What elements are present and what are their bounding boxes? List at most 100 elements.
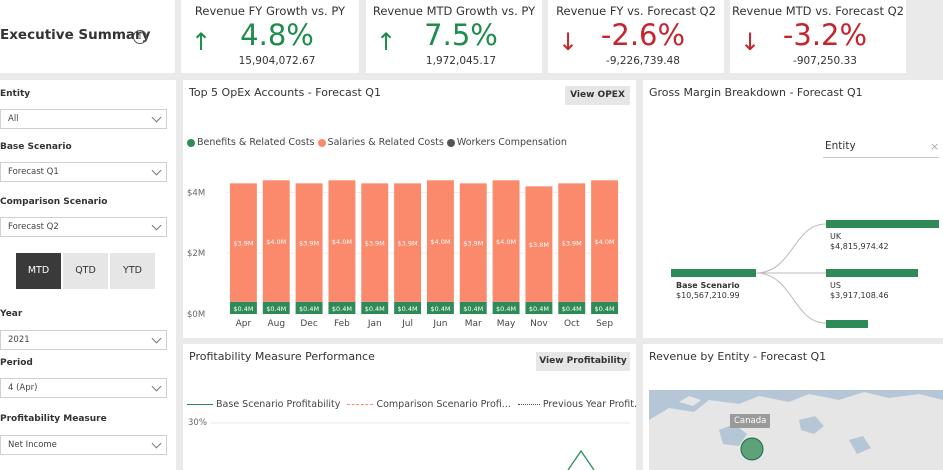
close-icon[interactable]: ×: [930, 140, 940, 153]
period-select[interactable]: 4 (Apr): [0, 378, 167, 398]
bar-dec-series-1: [295, 183, 323, 302]
data-label: $0.4M: [332, 305, 352, 313]
y-tick-label: $4M: [187, 188, 205, 198]
decomp-bar-other[interactable]: [826, 320, 868, 328]
kpi-title: Revenue MTD vs. Forecast Q2: [732, 4, 904, 18]
entity-map[interactable]: [649, 390, 943, 470]
data-label: $4.0M: [266, 238, 286, 246]
ytd-button[interactable]: YTD: [110, 253, 155, 289]
chevron-down-icon: [151, 165, 162, 176]
bar-nov-series-0: [525, 301, 553, 314]
info-icon[interactable]: i: [133, 30, 147, 44]
revenue-entity-title: Revenue by Entity - Forecast Q1: [649, 350, 827, 363]
bar-nov-series-1: [525, 186, 553, 302]
kpi-revenue-fy-growth: Revenue FY Growth vs. PY ↑ 4.8% 15,904,0…: [181, 0, 359, 73]
data-label: $0.4M: [430, 305, 450, 313]
x-tick-label: Aug: [267, 319, 285, 329]
bar-jul-series-1: [394, 183, 422, 302]
bar-apr-series-0: [229, 301, 257, 314]
bar-feb-series-1: [328, 180, 356, 302]
data-label: $0.4M: [398, 305, 418, 313]
kpi-value: 7.5%: [424, 18, 498, 52]
x-tick-label: Jun: [432, 319, 447, 329]
data-label: $4.0M: [595, 238, 615, 246]
year-select[interactable]: 2021: [0, 330, 167, 350]
data-label: $0.4M: [365, 305, 385, 313]
x-tick-label: May: [497, 319, 516, 329]
decomp-connectors: [755, 223, 827, 324]
view-opex-button[interactable]: View OPEX: [565, 86, 630, 105]
period-label: Period: [0, 358, 33, 368]
profitability-title: Profitability Measure Performance: [189, 350, 375, 363]
kpi-value: -2.6%: [600, 18, 686, 52]
bar-mar-series-0: [459, 301, 487, 314]
legend-item-workers: Workers Compensation: [446, 137, 567, 148]
data-label: $3.9M: [463, 240, 483, 248]
decomp-root-bar[interactable]: [671, 269, 756, 277]
bar-may-series-0: [492, 301, 520, 314]
decomp-label-uk: UK: [830, 232, 842, 241]
decomp-root-label: Base Scenario: [676, 281, 740, 290]
revenue-entity-panel: Revenue by Entity - Forecast Q1 Canada: [643, 344, 943, 470]
bar-oct-series-0: [558, 301, 586, 314]
bar-may-series-1: [492, 180, 520, 302]
map-tooltip: Canada: [730, 414, 771, 428]
year-label: Year: [0, 309, 23, 319]
mtd-button[interactable]: MTD: [16, 253, 61, 289]
y-tick-30: 30%: [188, 418, 207, 428]
bar-apr-series-1: [229, 183, 257, 302]
decomp-filter-label: Entity: [825, 140, 856, 152]
data-label: $3.9M: [299, 240, 319, 248]
data-label: $0.4M: [496, 305, 516, 313]
decomp-bar-us[interactable]: [826, 269, 918, 277]
comparison-scenario-value: Forecast Q2: [8, 222, 59, 232]
qtd-button[interactable]: QTD: [63, 253, 108, 289]
opex-legend: Benefits & Related Costs Salaries & Rela…: [187, 137, 567, 148]
kpi-revenue-mtd-growth: Revenue MTD Growth vs. PY ↑ 7.5% 1,972,0…: [366, 0, 542, 73]
data-label: $0.4M: [562, 305, 582, 313]
dotted-line-icon: [517, 404, 540, 405]
kpi-value: 4.8%: [240, 18, 314, 52]
opex-panel: Top 5 OpEx Accounts - Forecast Q1 View O…: [183, 80, 636, 338]
view-profitability-button[interactable]: View Profitability: [536, 352, 630, 371]
decomp-bar-uk[interactable]: [826, 220, 939, 228]
data-label: $4.0M: [496, 238, 516, 246]
comparison-scenario-label: Comparison Scenario: [0, 197, 108, 207]
year-value: 2021: [8, 335, 30, 345]
arrow-down-icon: ↓: [740, 28, 761, 56]
entity-label: Entity: [0, 89, 31, 99]
filter-underline: [823, 157, 939, 158]
entity-select[interactable]: All: [0, 109, 167, 129]
x-tick-label: Dec: [300, 319, 317, 329]
legend-dot-icon: [317, 138, 326, 147]
kpi-value: -3.2%: [782, 18, 868, 52]
bar-mar-series-1: [459, 183, 487, 302]
bar-aug-series-1: [262, 180, 290, 302]
chevron-down-icon: [151, 333, 162, 344]
entity-select-value: All: [8, 114, 19, 124]
x-tick-label: Feb: [334, 319, 350, 329]
data-label: $3.9M: [562, 240, 582, 248]
kpi-title: Revenue MTD Growth vs. PY: [372, 4, 536, 18]
arrow-down-icon: ↓: [558, 28, 579, 56]
comparison-scenario-select[interactable]: Forecast Q2: [0, 217, 167, 237]
legend-dot-icon: [187, 138, 195, 147]
data-label: $0.4M: [266, 305, 286, 313]
data-label: $0.4M: [595, 305, 615, 313]
kpi-subvalue: 15,904,072.67: [238, 55, 316, 67]
base-scenario-select[interactable]: Forecast Q1: [0, 162, 167, 182]
bar-oct-series-1: [558, 183, 586, 302]
profitability-measure-value: Net Income: [8, 440, 57, 450]
bar-jan-series-1: [361, 183, 389, 302]
y-tick-label: $0M: [187, 310, 205, 320]
chevron-down-icon: [151, 220, 162, 231]
profitability-measure-select[interactable]: Net Income: [0, 435, 167, 455]
decomp-root-value: $10,567,210.99: [676, 291, 740, 300]
kpi-revenue-mtd-vs-forecast: Revenue MTD vs. Forecast Q2 ↓ -3.2% -907…: [730, 0, 906, 73]
opex-title: Top 5 OpEx Accounts - Forecast Q1: [189, 86, 381, 99]
kpi-subvalue: 1,972,045.17: [425, 55, 497, 67]
profitability-chart: [211, 422, 630, 470]
data-label: $4.0M: [332, 238, 352, 246]
period-value: 4 (Apr): [8, 383, 38, 393]
x-tick-label: Mar: [465, 319, 482, 329]
